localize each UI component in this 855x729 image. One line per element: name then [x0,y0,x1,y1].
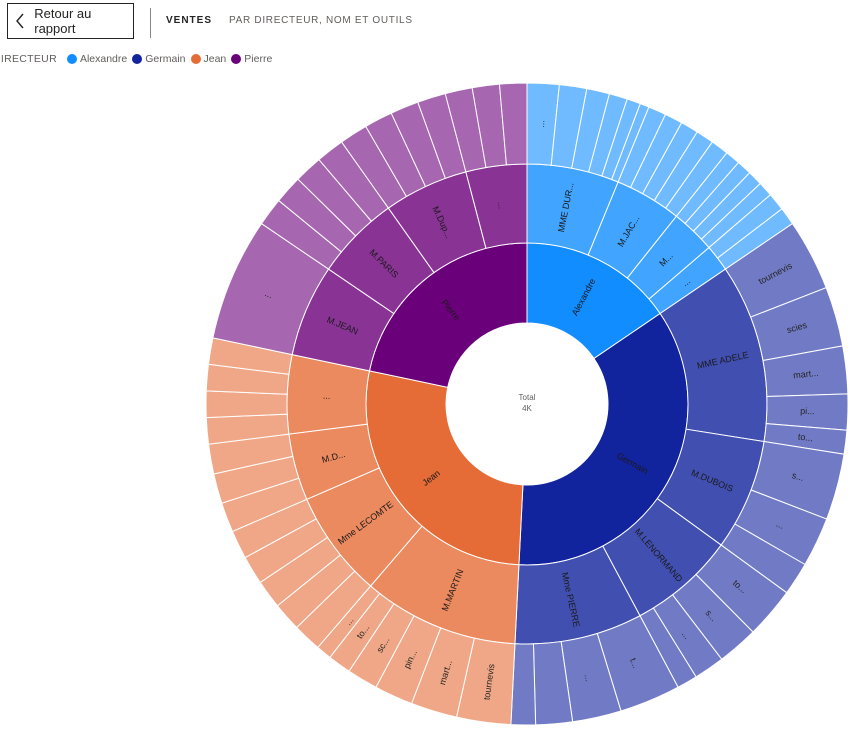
legend-label-alexandre: Alexandre [79,53,128,65]
legend-item-germain[interactable]: Germain [132,53,186,65]
tool-label-jean-0-0: tournevis [482,663,497,701]
tool-segment-pierre-3-2[interactable] [498,82,528,166]
center-total-value: 4K [522,404,532,413]
tool-label-alexandre-0-0: ... [536,120,546,128]
center-total-label: Total [519,393,536,402]
legend-dot-pierre [231,54,242,64]
legend-label-germain: Germain [145,53,186,65]
legend-title: DIRECTEUR [0,53,57,65]
legend-dot-jean [190,54,201,64]
tool-label-germain-1-0: s... [791,470,805,483]
tool-label-germain-1-1: ... [775,519,786,531]
tool-segment-jean-3-1[interactable] [205,390,288,419]
legend-item-jean[interactable]: Jean [190,53,227,65]
name-label-jean-3: ... [323,391,331,401]
tool-label-germain-3-0: t... [628,657,641,670]
tool-label-germain-0-4: to... [797,432,813,444]
chart-legend: DIRECTEUR Alexandre Germain Jean Pierre [0,53,277,65]
tool-label-pierre-0-0: ... [263,288,274,300]
chevron-left-icon [8,3,31,39]
name-label-pierre-3: ... [496,201,507,210]
tool-label-germain-0-2: mart... [793,368,819,381]
tool-label-germain-0-3: pi... [800,406,815,416]
header-separator [150,8,151,38]
tool-label-germain-3-1: ... [582,673,593,683]
legend-item-pierre[interactable]: Pierre [231,53,272,65]
legend-label-pierre: Pierre [244,53,273,65]
legend-dot-alexandre [66,54,77,64]
legend-label-jean: Jean [203,53,227,65]
page-title: VENTES [166,15,213,26]
page-subtitle: PAR DIRECTEUR, NOM ET OUTILS [229,15,413,26]
back-button-label: Retour au rapport [34,6,92,36]
back-to-report-button[interactable]: Retour au rapport [7,3,134,39]
legend-dot-germain [132,54,143,64]
legend-item-alexandre[interactable]: Alexandre [66,53,128,65]
tool-label-germain-2-2: ... [680,629,692,641]
